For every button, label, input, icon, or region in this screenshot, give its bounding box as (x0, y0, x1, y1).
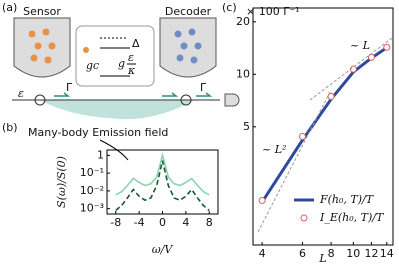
panel-label: (b) (2, 121, 18, 134)
circulator (34, 94, 46, 106)
eps-label: ε (128, 51, 134, 64)
data-point (367, 53, 375, 61)
legend-label: F(h₀, T)/T (319, 193, 375, 206)
sensor-label: Sensor (23, 5, 61, 18)
x-tick-label: 14 (380, 247, 394, 260)
kappa-label: κ (127, 64, 136, 77)
decoder-label: Decoder (165, 5, 212, 18)
epsilon-label: ε (18, 87, 24, 100)
guide-line (257, 91, 331, 233)
y-axis-label: × 100 Γ⁻¹ (246, 5, 300, 18)
spin (83, 47, 89, 53)
y-tick-label: 5 (243, 120, 250, 133)
flow-arrow (54, 92, 213, 97)
y-tick-label: 10⁻² (80, 184, 104, 197)
y-tick-label: 10 (236, 67, 250, 80)
decoder-spins (174, 28, 202, 64)
diagram: Δ gc g ε κ Sensor Decoder ε Γ Γ Many-bod… (12, 5, 240, 161)
guide-line (309, 37, 393, 101)
data-line (260, 46, 388, 203)
data-line (115, 160, 210, 212)
x-tick-label: 10 (346, 247, 360, 260)
detector (224, 93, 240, 107)
delta-label: Δ (132, 37, 140, 50)
g-label: g (118, 57, 125, 70)
x-tick-label: 12 (364, 247, 378, 260)
panel-label: (c) (222, 1, 237, 14)
x-axis-label: ω/V (152, 243, 174, 256)
gamma-label: Γ (200, 81, 207, 94)
x-tick-label: -8 (110, 216, 121, 229)
legend-marker (300, 214, 308, 222)
data-point (258, 196, 266, 204)
sensor-spins (28, 28, 56, 64)
emission-label: Many-body Emission field (28, 126, 168, 139)
data-point (327, 92, 335, 100)
x-tick-label: 4 (182, 216, 189, 229)
gc-label: gc (86, 59, 99, 72)
x-tick-label: -4 (134, 216, 145, 229)
circulator (180, 94, 192, 106)
legend-label: I_E(h₀, T)/T (319, 211, 385, 224)
y-tick-label: 20 (236, 15, 250, 28)
x-tick-label: 8 (328, 247, 335, 260)
sensor-cavity (13, 17, 71, 78)
panel-label: (a) (2, 1, 17, 14)
plot-frame (252, 7, 394, 246)
y-tick-label: 1 (97, 148, 104, 161)
x-tick-label: 6 (299, 247, 306, 260)
y-tick-label: 10⁻³ (80, 202, 104, 215)
decoder-cavity (159, 17, 217, 78)
annotation: ~ L² (262, 143, 286, 156)
y-axis-label: S(ω)/S(0) (55, 156, 68, 208)
x-axis-label: L (318, 252, 326, 265)
data-line (115, 152, 210, 196)
annotation: ~ L (350, 39, 370, 52)
x-tick-label: 4 (259, 247, 266, 260)
x-tick-label: 0 (159, 216, 166, 229)
y-tick-label: 10⁻¹ (80, 166, 104, 179)
gamma-label: Γ (66, 81, 73, 94)
data-point (298, 132, 306, 140)
x-tick-label: 8 (206, 216, 213, 229)
plot-frame (106, 149, 219, 215)
level-box (75, 25, 155, 87)
waveguide (40, 100, 195, 120)
data-point (383, 43, 391, 51)
